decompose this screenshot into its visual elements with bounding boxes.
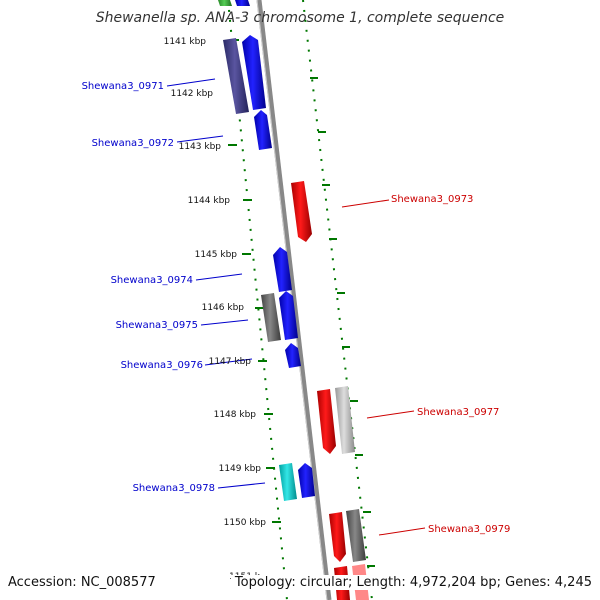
gene-0975-neighbor[interactable] xyxy=(261,293,281,342)
gene-features xyxy=(218,0,369,600)
gene-0978-neighbor[interactable] xyxy=(279,463,297,501)
gene-0972[interactable] xyxy=(254,110,272,150)
gene-label-0978[interactable]: Shewana3_0978 xyxy=(133,483,215,494)
gene-partial-top-green xyxy=(218,0,232,6)
gene-0977[interactable] xyxy=(317,389,336,454)
gene-0975[interactable] xyxy=(279,291,298,340)
accession-label: Accession: NC_008577 xyxy=(8,575,156,590)
kbp-label: 1150 kbp xyxy=(224,518,267,528)
kbp-label: 1145 kbp xyxy=(195,250,238,260)
kbp-label: 1149 kbp xyxy=(219,464,262,474)
gene-0979[interactable] xyxy=(329,512,346,562)
gene-label-0972[interactable]: Shewana3_0972 xyxy=(92,138,174,149)
kbp-label: 1147 kbp xyxy=(209,357,252,367)
kbp-label: 1146 kbp xyxy=(202,303,245,313)
gene-0971[interactable] xyxy=(242,35,266,110)
map-title: Shewanella sp. ANA-3 chromosome 1, compl… xyxy=(95,10,505,26)
gene-label-0971[interactable]: Shewana3_0971 xyxy=(82,81,164,92)
kbp-label: 1141 kbp xyxy=(164,37,207,47)
label-leader-lines xyxy=(166,78,426,536)
gene-0977-neighbor[interactable] xyxy=(335,386,355,454)
gene-0978[interactable] xyxy=(298,463,315,498)
right-track-axis xyxy=(302,0,373,600)
kbp-labels: 1141 kbp 1142 kbp 1143 kbp 1144 kbp 1145… xyxy=(164,37,267,582)
major-ticks xyxy=(228,39,375,577)
gene-labels: Shewana3_0971 Shewana3_0972 Shewana3_097… xyxy=(82,81,511,535)
kbp-label: 1143 kbp xyxy=(179,142,222,152)
gene-0973[interactable] xyxy=(291,181,312,242)
chromosome-backbone xyxy=(256,0,332,600)
gene-label-0977[interactable]: Shewana3_0977 xyxy=(417,407,499,418)
gene-label-0979[interactable]: Shewana3_0979 xyxy=(428,524,510,535)
gene-label-0974[interactable]: Shewana3_0974 xyxy=(111,275,193,286)
kbp-label: 1144 kbp xyxy=(188,196,231,206)
gene-partial-top-blue xyxy=(235,0,250,6)
kbp-label: 1148 kbp xyxy=(214,410,257,420)
gene-0976[interactable] xyxy=(285,343,301,368)
gene-label-0976[interactable]: Shewana3_0976 xyxy=(121,360,203,371)
gene-label-0973[interactable]: Shewana3_0973 xyxy=(391,194,473,205)
topology-summary: Topology: circular; Length: 4,972,204 bp… xyxy=(230,575,592,590)
gene-0974[interactable] xyxy=(273,247,292,292)
gene-0979-neighbor[interactable] xyxy=(346,509,366,562)
gene-label-0975[interactable]: Shewana3_0975 xyxy=(116,320,198,331)
kbp-label: 1142 kbp xyxy=(171,89,214,99)
gene-0971-neighbor[interactable] xyxy=(223,38,249,114)
